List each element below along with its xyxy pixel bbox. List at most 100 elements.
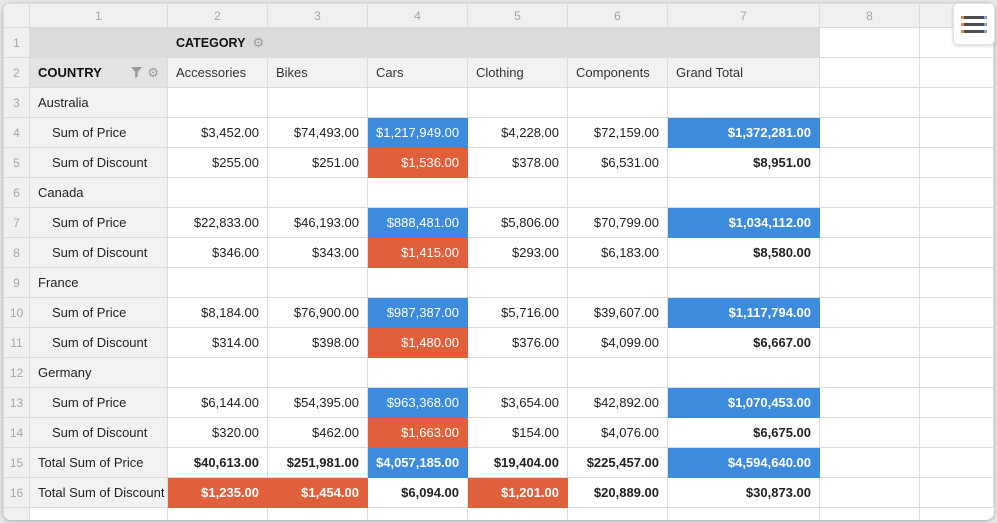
grid-cell[interactable] [819, 507, 920, 520]
row-number[interactable]: 12 [3, 357, 30, 388]
grid-cell[interactable]: $251,981.00 [267, 447, 368, 478]
column-number-header[interactable]: 1 [29, 3, 168, 28]
row-label[interactable]: Sum of Price [29, 207, 168, 238]
row-label[interactable]: Sum of Discount [29, 417, 168, 448]
grid-cell[interactable]: $1,663.00 [367, 417, 468, 448]
grid-cell[interactable] [167, 267, 268, 298]
grid-cell[interactable]: $39,607.00 [567, 297, 668, 328]
grid-cell[interactable]: $1,034,112.00 [667, 207, 820, 238]
grid-cell[interactable] [919, 177, 994, 208]
grid-cell[interactable] [567, 267, 668, 298]
grid-cell[interactable] [167, 87, 268, 118]
grid-cell[interactable]: $8,184.00 [167, 297, 268, 328]
grid-cell[interactable]: $4,228.00 [467, 117, 568, 148]
row-number[interactable]: 15 [3, 447, 30, 478]
grid-cell[interactable] [819, 447, 920, 478]
grid-cell[interactable] [267, 177, 368, 208]
row-number[interactable]: 3 [3, 87, 30, 118]
row-number[interactable]: 10 [3, 297, 30, 328]
grid-cell[interactable]: $1,117,794.00 [667, 297, 820, 328]
grid-cell[interactable] [819, 147, 920, 178]
grid-cell[interactable] [567, 507, 668, 520]
grid-cell[interactable]: $255.00 [167, 147, 268, 178]
grid-cell[interactable]: $346.00 [167, 237, 268, 268]
grid-cell[interactable] [919, 417, 994, 448]
grid-cell[interactable] [919, 57, 994, 88]
grid-cell[interactable] [819, 417, 920, 448]
grid-cell[interactable] [567, 357, 668, 388]
grid-cell[interactable]: $1,415.00 [367, 237, 468, 268]
grid-cell[interactable]: $19,404.00 [467, 447, 568, 478]
value-column-header[interactable]: Grand Total [667, 57, 820, 88]
grid-cell[interactable]: $343.00 [267, 237, 368, 268]
gear-icon[interactable]: ⚙︎ [147, 64, 159, 80]
row-number[interactable]: 4 [3, 117, 30, 148]
grid-cell[interactable]: $154.00 [467, 417, 568, 448]
grid-cell[interactable] [367, 267, 468, 298]
grid-cell[interactable]: $22,833.00 [167, 207, 268, 238]
grid-cell[interactable]: $320.00 [167, 417, 268, 448]
grid-cell[interactable] [919, 117, 994, 148]
grid-cell[interactable]: $1,372,281.00 [667, 117, 820, 148]
grid-cell[interactable] [567, 177, 668, 208]
grid-cell[interactable] [267, 357, 368, 388]
grid-cell[interactable]: $4,594,640.00 [667, 447, 820, 478]
grid-cell[interactable]: $1,480.00 [367, 327, 468, 358]
grid-cell[interactable]: $54,395.00 [267, 387, 368, 418]
grid-cell[interactable] [467, 507, 568, 520]
grid-cell[interactable] [267, 87, 368, 118]
grid-cell[interactable]: $42,892.00 [567, 387, 668, 418]
grid-cell[interactable]: $987,387.00 [367, 297, 468, 328]
grid-cell[interactable]: $376.00 [467, 327, 568, 358]
grid-cell[interactable]: $1,070,453.00 [667, 387, 820, 418]
row-number[interactable]: 6 [3, 177, 30, 208]
grid-cell[interactable]: $8,951.00 [667, 147, 820, 178]
value-column-header[interactable]: Clothing [467, 57, 568, 88]
grid-cell[interactable] [819, 87, 920, 118]
grid-cell[interactable]: $74,493.00 [267, 117, 368, 148]
grid-cell[interactable]: $251.00 [267, 147, 368, 178]
grid-cell[interactable]: $225,457.00 [567, 447, 668, 478]
column-number-header[interactable]: 5 [467, 3, 568, 28]
grid-cell[interactable]: $6,531.00 [567, 147, 668, 178]
grid-cell[interactable] [267, 267, 368, 298]
grid-cell[interactable] [919, 477, 994, 508]
row-label[interactable]: Sum of Discount [29, 147, 168, 178]
grid-cell[interactable] [819, 327, 920, 358]
grid-cell[interactable] [919, 147, 994, 178]
grid-cell[interactable]: $20,889.00 [567, 477, 668, 508]
grid-cell[interactable] [367, 357, 468, 388]
toolbar-menu-button[interactable] [953, 3, 995, 45]
grid-cell[interactable]: $6,094.00 [367, 477, 468, 508]
row-number[interactable]: 11 [3, 327, 30, 358]
grid-cell[interactable] [919, 297, 994, 328]
grid-cell[interactable] [567, 87, 668, 118]
grid-cell[interactable] [819, 27, 920, 58]
grid-cell[interactable] [819, 177, 920, 208]
row-label[interactable]: France [29, 267, 168, 298]
category-field-cell[interactable]: CATEGORY ⚙︎ [29, 27, 820, 58]
grid-cell[interactable]: $76,900.00 [267, 297, 368, 328]
grid-cell[interactable]: $6,183.00 [567, 237, 668, 268]
gear-icon[interactable]: ⚙︎ [252, 34, 265, 50]
row-number[interactable]: 5 [3, 147, 30, 178]
grid-cell[interactable]: $888,481.00 [367, 207, 468, 238]
grid-cell[interactable]: $293.00 [467, 237, 568, 268]
grid-cell[interactable]: $314.00 [167, 327, 268, 358]
row-label[interactable]: Australia [29, 87, 168, 118]
column-number-header[interactable]: 8 [819, 3, 920, 28]
grid-cell[interactable] [819, 207, 920, 238]
grid-cell[interactable]: $30,873.00 [667, 477, 820, 508]
grid-cell[interactable] [919, 387, 994, 418]
grid-cell[interactable] [919, 207, 994, 238]
value-column-header[interactable]: Components [567, 57, 668, 88]
grid-cell[interactable]: $1,235.00 [167, 477, 268, 508]
filter-icon[interactable] [131, 65, 143, 80]
grid-cell[interactable]: $4,057,185.00 [367, 447, 468, 478]
grid-cell[interactable] [367, 87, 468, 118]
grid-cell[interactable]: $6,675.00 [667, 417, 820, 448]
column-number-header[interactable]: 4 [367, 3, 468, 28]
grid-cell[interactable] [819, 57, 920, 88]
grid-cell[interactable] [919, 237, 994, 268]
grid-cell[interactable] [819, 237, 920, 268]
